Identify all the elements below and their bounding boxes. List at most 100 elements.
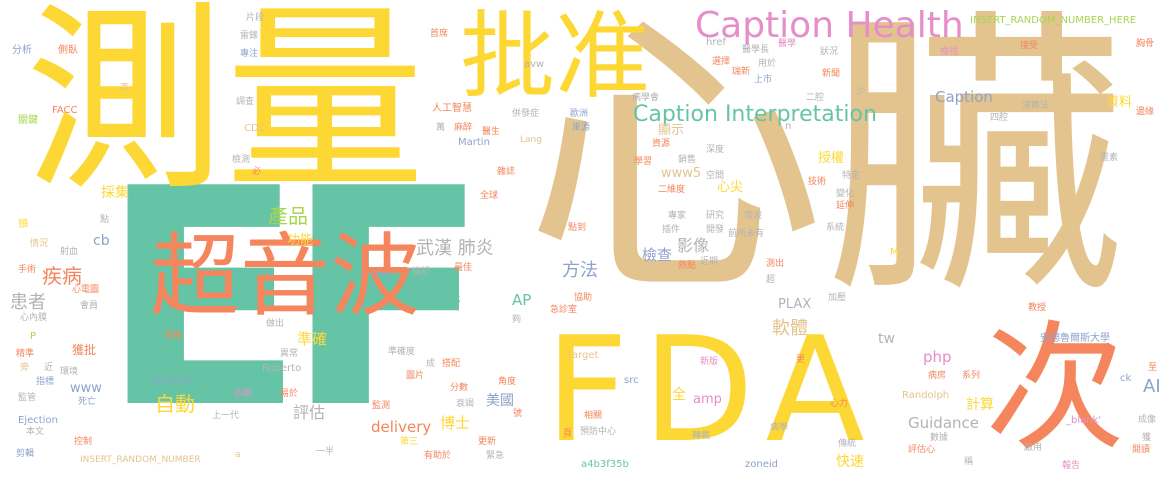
word-cdc: CDC [244,123,266,134]
word-meiguo: 美國 [486,393,514,409]
word-ruanti: 軟體 [772,318,808,339]
word-jizhenshi: 急診室 [550,305,578,315]
word-xuanze: 選擇 [712,57,731,67]
word-shuaituo: 衰竭 [456,399,475,409]
word-jiance2: 檢視 [940,47,959,57]
word-genxin: 更新 [478,437,497,447]
word-bingfang: 病房 [928,371,947,381]
word-wuhan-feiyan: 武漢 肺炎 [416,238,494,259]
word-www: www [70,381,102,396]
word-yufang-zhongxin: 預防中心 [580,427,617,437]
word-chaoyinbo: 超音波 [150,224,420,329]
word-zhibiao: 指標 [36,377,55,387]
word-hao: 號 [513,409,523,419]
word-chengxiang: 成像 [1138,415,1157,425]
word-shexue: 射血 [60,247,79,257]
word-ouzhou: 歐洲 [570,109,589,119]
word-caption-interpretation: Caption Interpretation [633,102,877,127]
word-changzhou: 長軸 [164,331,183,341]
word-wan: 萬 [436,123,446,133]
word-a4b3f35b: a4b3f35b [581,459,629,470]
word-quanqiu: 全球 [480,191,499,201]
word-laiyuan: 來源 [572,123,591,133]
word-zazhi: 雜誌 [497,167,516,177]
word-img: img [372,269,391,280]
word-cb: cb [93,233,110,249]
word-erjiang: 二腔 [806,93,825,103]
word-cheng: 成 [426,359,436,369]
word-zhunque: 準確 [297,330,328,348]
word-caiji: 採集 [101,185,129,201]
word-shouquan: 授權 [818,151,845,166]
word-shouxi: 首席 [430,29,449,39]
word-cechu: 測出 [766,259,785,269]
word-jiaya: 加壓 [828,293,847,303]
word-p: P [30,331,37,342]
word-ck: ck [1120,373,1132,384]
word-jingzhun: 精準 [16,349,35,359]
word-target: target [568,350,599,361]
word-bianyuan: 邊緣 [1136,107,1155,117]
word-ceyang: 側臥 [58,45,78,56]
word-insert-random-1: INSERT_RANDOM_NUMBER_HERE [970,15,1137,26]
word-zidong: 自動 [155,392,195,416]
word-zhuanzai: 轉載 [692,431,711,441]
word-php: php [923,348,952,366]
word-youzhu: 有助於 [424,451,452,461]
word-n: n [785,121,792,132]
word-huiyuan: 會員 [80,301,99,311]
word-ziliao: 資料 [1106,95,1133,110]
word-jianji: 剪輯 [16,449,35,459]
word-shangyidai: 上一代 [212,411,240,421]
word-kuaisu: 快速 [836,454,864,470]
word-lang: Lang [520,135,542,145]
word-pang: 旁 [20,363,30,373]
word-miaohui: 描記 [412,267,431,277]
word-jinqi: 近期 [700,257,719,267]
word-huo: 獲 [1142,433,1152,443]
word-insert-random-2: INSERT_RANDOM_NUMBER [80,455,201,465]
word-guidance: Guidance [908,414,979,432]
word-randolph: Randolph [902,390,950,401]
word-bianhua: 變化 [836,189,855,199]
word-benwen: 本文 [26,427,45,437]
word-jingmo: 胸骨 [1136,39,1155,49]
word-shoushu: 手術 [18,265,37,275]
word-dapei: 搭配 [442,359,461,369]
word-boshi: 博士 [440,414,471,432]
word-yongyu: 用於 [758,59,777,69]
word-fraction: Fraction [152,375,192,386]
word-huanzhe: 患者 [10,292,46,313]
word-disan: 第三 [400,437,419,447]
word-ruixin: 瑞新 [732,67,751,77]
word-jiaoshou: 教授 [1028,303,1047,313]
word-xiewei: 協助 [574,293,593,303]
word-delivery: delivery [371,418,432,436]
word-shenzhan: 深度 [706,145,725,155]
word-xinneimo: 心內膜 [20,313,48,323]
word-tw: tw [878,331,895,347]
word-yiban: 一半 [316,447,335,457]
word-ejection: Ejection [18,415,58,426]
word-yifa: 易於 [280,389,299,399]
word-kongjian: 空間 [706,171,725,181]
word-baogao: 報告 [1062,461,1081,471]
word-shujuxian: 數據 [930,433,949,443]
word-xinxueguan: 心血管 [200,370,251,390]
word-jibing: 疾病 [42,264,82,288]
word-celiang: 測量 [25,0,426,218]
word-gao: 高 [120,83,130,93]
word-dian: 點 [100,215,110,225]
word-xianshi: 顯示 [658,123,685,138]
word-xinli: 心力 [830,399,849,409]
word-ai: AI [1143,376,1161,397]
word-bingfazheng: 併發症 [512,109,540,119]
word-yansuanfa: 演算法 [1022,101,1050,111]
word-amp: amp [693,392,722,407]
word-xiangguan: 相關 [584,411,603,421]
word-yanjiu: 研究 [706,211,725,221]
word-diaocha: 調查 [236,97,255,107]
word-pianduan: 片段 [246,13,265,23]
word-ci: 次 [985,308,1126,471]
word-rengong-zhihui: 人工智慧 [432,103,472,114]
